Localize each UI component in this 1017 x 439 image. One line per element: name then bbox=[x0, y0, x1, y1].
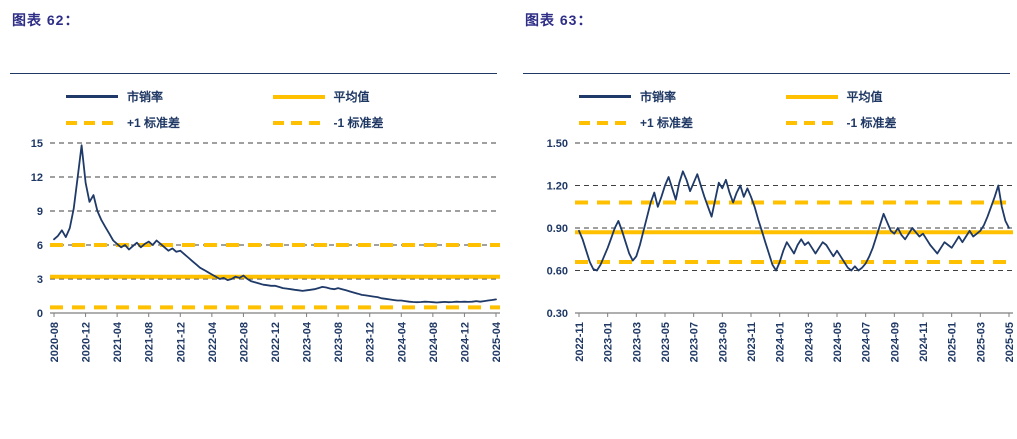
svg-text:2025-05: 2025-05 bbox=[1004, 322, 1016, 362]
svg-text:2021-04: 2021-04 bbox=[112, 321, 124, 362]
legend-item-mean: 平均值 bbox=[272, 88, 470, 105]
legend-item-plus-std: +1 标准差 bbox=[66, 114, 263, 131]
svg-text:9: 9 bbox=[37, 206, 43, 218]
svg-text:2025-04: 2025-04 bbox=[491, 321, 503, 362]
svg-text:0.90: 0.90 bbox=[547, 223, 568, 235]
svg-text:2022-11: 2022-11 bbox=[574, 322, 586, 362]
svg-text:15: 15 bbox=[31, 138, 43, 150]
svg-text:2023-04: 2023-04 bbox=[302, 321, 314, 362]
title-divider bbox=[10, 73, 497, 74]
mean-line-swatch bbox=[272, 94, 325, 99]
svg-text:2021-08: 2021-08 bbox=[144, 322, 156, 362]
svg-text:2024-05: 2024-05 bbox=[832, 322, 844, 362]
plus-std-line-swatch bbox=[66, 120, 118, 125]
title-divider bbox=[523, 73, 1010, 74]
svg-text:2025-03: 2025-03 bbox=[975, 322, 987, 362]
svg-text:2020-08: 2020-08 bbox=[49, 322, 61, 362]
legend-label-plus-std: +1 标准差 bbox=[640, 116, 694, 130]
minus-std-line-swatch bbox=[785, 120, 838, 125]
svg-text:1.50: 1.50 bbox=[547, 138, 568, 150]
svg-text:2024-07: 2024-07 bbox=[861, 322, 873, 362]
ps-ratio-chart-63: 0.30 0.60 0.90 1.20 1.50 2022-11 2023-01 2023-0… bbox=[547, 138, 1016, 362]
svg-text:2024-09: 2024-09 bbox=[889, 322, 901, 362]
svg-text:2024-04: 2024-04 bbox=[396, 321, 408, 362]
legend-label-mean: 平均值 bbox=[333, 90, 370, 104]
legend-label-minus-std: -1 标准差 bbox=[846, 116, 897, 130]
svg-text:2025-01: 2025-01 bbox=[947, 322, 959, 362]
series-line-swatch bbox=[66, 95, 118, 98]
svg-text:2023-05: 2023-05 bbox=[660, 322, 672, 362]
svg-text:12: 12 bbox=[31, 172, 43, 184]
legend-item-minus-std: -1 标准差 bbox=[785, 114, 983, 131]
series-line-swatch bbox=[579, 95, 631, 98]
legend-label-series: 市销率 bbox=[127, 90, 164, 104]
minus-std-line-swatch bbox=[272, 120, 325, 125]
chart-title-62: 图表 62： bbox=[12, 12, 80, 28]
chart-legend: 市销率 平均值 +1 标准差 -1 标准差 bbox=[579, 88, 982, 131]
chart-panel-62: 图表 62： 市销率 平均值 +1 标准差 -1 标准差 0 3 6 9 12 15 202… bbox=[10, 8, 503, 423]
svg-text:0.60: 0.60 bbox=[547, 266, 568, 278]
chart-panel-63: 图表 63： 市销率 平均值 +1 标准差 -1 标准差 0.30 0.60 0.9… bbox=[523, 8, 1016, 423]
chart-legend: 市销率 平均值 +1 标准差 -1 标准差 bbox=[66, 88, 469, 131]
svg-text:1.20: 1.20 bbox=[547, 181, 568, 193]
svg-text:2023-09: 2023-09 bbox=[717, 322, 729, 362]
legend-item-mean: 平均值 bbox=[785, 88, 983, 105]
legend-label-mean: 平均值 bbox=[846, 90, 883, 104]
ps-ratio-chart-62: 0 3 6 9 12 15 2020-08 2020-12 2021-04 2021-08 2021… bbox=[31, 138, 503, 362]
legend-item-series: 市销率 bbox=[66, 88, 263, 105]
svg-text:6: 6 bbox=[37, 240, 43, 252]
plus-std-line-swatch bbox=[579, 120, 631, 125]
svg-text:2024-12: 2024-12 bbox=[459, 322, 471, 362]
chart-title-63: 图表 63： bbox=[525, 12, 593, 28]
svg-text:3: 3 bbox=[37, 274, 43, 286]
svg-text:2023-08: 2023-08 bbox=[333, 322, 345, 362]
svg-text:2024-08: 2024-08 bbox=[428, 322, 440, 362]
report-charts-row: 图表 62： 市销率 平均值 +1 标准差 -1 标准差 0 3 6 9 12 15 202… bbox=[10, 8, 1016, 423]
legend-item-minus-std: -1 标准差 bbox=[272, 114, 470, 131]
svg-text:2024-11: 2024-11 bbox=[918, 322, 930, 362]
svg-text:2022-12: 2022-12 bbox=[270, 322, 282, 362]
svg-text:2023-12: 2023-12 bbox=[365, 322, 377, 362]
svg-text:2022-04: 2022-04 bbox=[207, 321, 219, 362]
svg-text:2024-01: 2024-01 bbox=[775, 322, 787, 362]
legend-label-plus-std: +1 标准差 bbox=[127, 116, 181, 130]
legend-item-series: 市销率 bbox=[579, 88, 776, 105]
svg-text:2020-12: 2020-12 bbox=[81, 322, 93, 362]
svg-text:2023-07: 2023-07 bbox=[689, 322, 701, 362]
legend-item-plus-std: +1 标准差 bbox=[579, 114, 776, 131]
svg-text:0.30: 0.30 bbox=[547, 308, 568, 320]
svg-text:0: 0 bbox=[37, 308, 43, 320]
svg-text:2023-03: 2023-03 bbox=[631, 322, 643, 362]
mean-line-swatch bbox=[785, 94, 838, 99]
svg-text:2023-11: 2023-11 bbox=[746, 322, 758, 362]
legend-label-minus-std: -1 标准差 bbox=[333, 116, 384, 130]
svg-text:2021-12: 2021-12 bbox=[175, 322, 187, 362]
svg-text:2022-08: 2022-08 bbox=[238, 322, 250, 362]
legend-label-series: 市销率 bbox=[640, 90, 677, 104]
svg-text:2023-01: 2023-01 bbox=[603, 322, 615, 362]
svg-text:2024-03: 2024-03 bbox=[803, 322, 815, 362]
